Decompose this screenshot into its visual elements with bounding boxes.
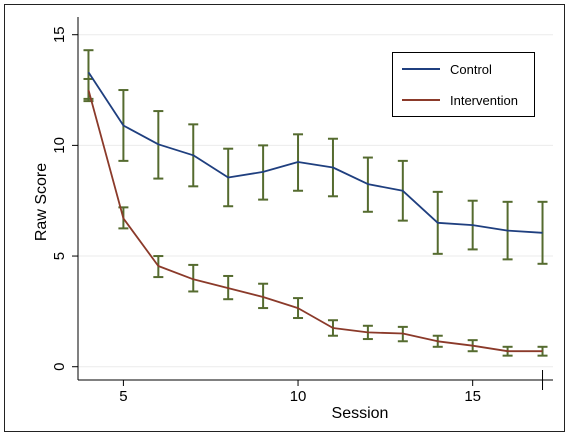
y-tick-label: 15 bbox=[51, 26, 68, 43]
x-axis-title: Session bbox=[332, 405, 389, 422]
y-axis-title: Raw Score bbox=[33, 163, 50, 241]
error-bar-intervention bbox=[537, 345, 548, 357]
y-tick-label: 0 bbox=[51, 363, 68, 371]
outer-border bbox=[4, 4, 565, 432]
series-line-control bbox=[87, 71, 543, 234]
error-bar-control bbox=[537, 200, 548, 265]
axes bbox=[77, 17, 553, 381]
error-bar-intervention bbox=[258, 282, 269, 310]
x-tick-label: 10 bbox=[290, 388, 307, 405]
y-tick-label: 5 bbox=[51, 252, 68, 260]
ticks: 0 5 10 15 5 10 15 bbox=[51, 26, 544, 405]
error-bar-intervention bbox=[188, 263, 199, 293]
legend-label-intervention: Intervention bbox=[450, 93, 518, 108]
legend-label-control: Control bbox=[450, 62, 492, 77]
legend: Control Intervention bbox=[392, 52, 535, 117]
series-line-intervention bbox=[87, 89, 543, 353]
legend-box bbox=[392, 52, 535, 117]
series-lines bbox=[87, 71, 543, 353]
x-tick-label: 5 bbox=[119, 388, 127, 405]
y-tick-label: 10 bbox=[51, 137, 68, 154]
x-tick-label: 15 bbox=[464, 388, 481, 405]
